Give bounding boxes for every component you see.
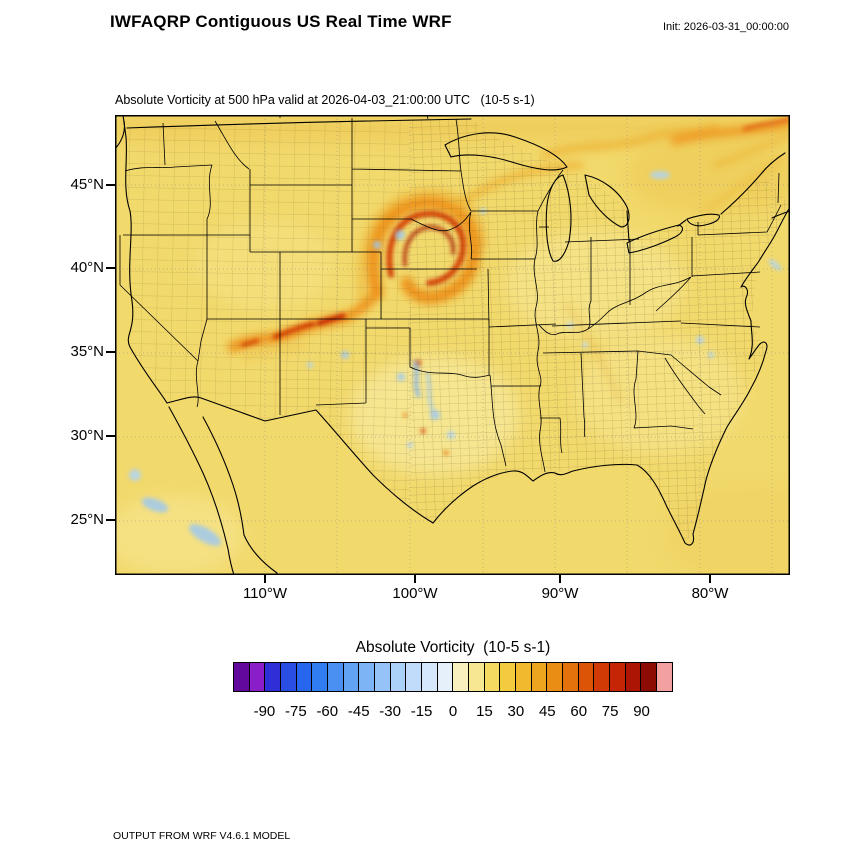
colorbar-segment <box>312 663 329 691</box>
map-frame <box>115 115 790 575</box>
lat-tick <box>106 184 115 186</box>
lat-tick-label-45n: 45°N <box>70 176 104 193</box>
colorbar-segment <box>594 663 611 691</box>
colorbar-tick-label: -60 <box>316 703 339 720</box>
colorbar-segment <box>657 663 672 691</box>
lat-tick <box>106 351 115 353</box>
lat-tick <box>106 435 115 437</box>
model-footer: OUTPUT FROM WRF V4.6.1 MODEL WE = 580 ; … <box>113 804 526 850</box>
lat-tick-label-30n: 30°N <box>70 427 104 444</box>
lon-tick <box>559 575 561 583</box>
colorbar-segment <box>578 663 595 691</box>
colorbar-segment <box>265 663 282 691</box>
colorbar-segment <box>234 663 250 691</box>
page-title: IWFAQRP Contiguous US Real Time WRF <box>110 12 452 31</box>
colorbar-segment <box>516 663 532 691</box>
vorticity-map <box>105 114 845 585</box>
colorbar-tick-label: 15 <box>476 703 493 720</box>
colorbar-segment <box>406 663 423 691</box>
footer-line-1: OUTPUT FROM WRF V4.6.1 MODEL <box>113 830 291 842</box>
lat-tick <box>106 519 115 521</box>
colorbar-tick-label: 45 <box>538 703 556 720</box>
colorbar-segment <box>531 663 548 691</box>
colorbar-segment <box>437 663 454 691</box>
colorbar-segment <box>500 663 517 691</box>
colorbar-segment <box>625 663 642 691</box>
colorbar-tick-label: -30 <box>379 703 401 720</box>
colorbar-segment <box>390 663 407 691</box>
colorbar-ticks: -90 -75 -60 -45 -30 -15 0 15 30 45 60 75 90 <box>233 703 673 723</box>
colorbar-tick-label: 0 <box>448 703 458 720</box>
colorbar-segment <box>359 663 376 691</box>
state-borders <box>119 114 782 473</box>
colorbar-segment <box>563 663 579 691</box>
colorbar-tick-label: 90 <box>633 703 650 720</box>
lon-tick-label-100w: 100°W <box>392 585 438 602</box>
lon-tick <box>414 575 416 583</box>
colorbar-tick-label: -90 <box>253 703 276 720</box>
colorbar-segment <box>453 663 470 691</box>
map-svg <box>105 114 845 585</box>
colorbar-segment <box>249 663 266 691</box>
lon-tick-label-80w: 80°W <box>691 585 729 602</box>
coastlines <box>114 114 791 576</box>
colorbar-title: Absolute Vorticity (10-5 s-1) <box>355 639 551 656</box>
colorbar-segment <box>469 663 485 691</box>
lat-tick-label-40n: 40°N <box>70 259 104 276</box>
init-time-label: Init: 2026-03-31_00:00:00 <box>663 21 789 33</box>
colorbar-segment <box>328 663 344 691</box>
colorbar-tick-label: 75 <box>601 703 619 720</box>
colorbar-tick-label: -45 <box>347 703 370 720</box>
lon-tick-label-90w: 90°W <box>541 585 579 602</box>
colorbar-tick-label: 60 <box>570 703 588 720</box>
colorbar-tick-label: 30 <box>507 703 525 720</box>
colorbar-segment <box>610 663 626 691</box>
colorbar-segment <box>281 663 297 691</box>
lon-tick-label-110w: 110°W <box>242 585 288 602</box>
colorbar-segment <box>641 663 658 691</box>
lat-tick-label-35n: 35°N <box>70 343 104 360</box>
colorbar-segment <box>422 663 438 691</box>
colorbar-segment <box>296 663 313 691</box>
lat-tick-label-25n: 25°N <box>70 511 104 528</box>
lon-tick <box>709 575 711 583</box>
colorbar-segment <box>375 663 391 691</box>
lon-tick <box>264 575 266 583</box>
colorbar <box>233 662 673 692</box>
colorbar-segment <box>547 663 564 691</box>
lat-tick <box>106 267 115 269</box>
colorbar-tick-label: -15 <box>410 703 433 720</box>
plot-subtitle: Absolute Vorticity at 500 hPa valid at 2… <box>115 93 535 107</box>
colorbar-tick-label: -75 <box>285 703 307 720</box>
colorbar-segment <box>343 663 360 691</box>
colorbar-segment <box>484 663 501 691</box>
